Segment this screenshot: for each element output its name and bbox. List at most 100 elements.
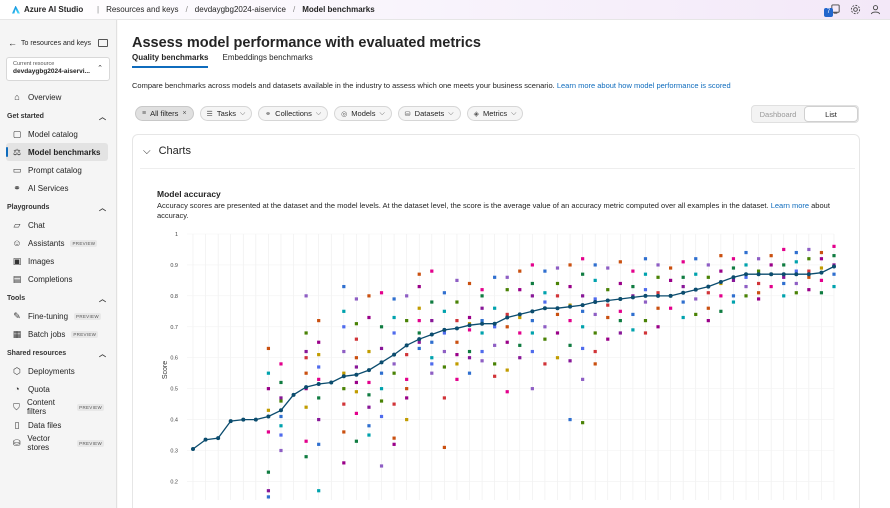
scatter-point[interactable]: [656, 291, 660, 295]
scatter-point[interactable]: [568, 417, 572, 422]
scatter-point[interactable]: [568, 343, 572, 347]
scatter-point[interactable]: [555, 331, 560, 335]
sidebar-item-deployments[interactable]: ⬡ Deployments: [0, 362, 110, 380]
scatter-point[interactable]: [794, 260, 798, 264]
scatter-point[interactable]: [593, 362, 597, 366]
average-line-point[interactable]: [580, 303, 585, 308]
scatter-point[interactable]: [392, 442, 396, 446]
average-line-point[interactable]: [769, 272, 774, 277]
scatter-point[interactable]: [530, 349, 534, 354]
scatter-point[interactable]: [367, 294, 371, 298]
scatter-point[interactable]: [493, 325, 497, 329]
scatter-point[interactable]: [568, 359, 572, 363]
scatter-point[interactable]: [669, 266, 673, 270]
scatter-point[interactable]: [467, 349, 472, 354]
scatter-point[interactable]: [405, 294, 409, 298]
scatter-point[interactable]: [379, 291, 384, 295]
scatter-point[interactable]: [379, 464, 384, 468]
scatter-point[interactable]: [442, 445, 446, 450]
scatter-point[interactable]: [694, 312, 698, 317]
average-line-point[interactable]: [304, 385, 309, 390]
average-line-point[interactable]: [480, 321, 485, 326]
scatter-point[interactable]: [756, 281, 761, 286]
scatter-point[interactable]: [756, 269, 761, 273]
scatter-point[interactable]: [455, 353, 459, 357]
scatter-point[interactable]: [581, 294, 585, 298]
scatter-point[interactable]: [782, 294, 786, 298]
average-line-point[interactable]: [832, 264, 836, 269]
scatter-point[interactable]: [279, 414, 283, 419]
scatter-point[interactable]: [467, 328, 472, 332]
scatter-point[interactable]: [593, 312, 597, 317]
scatter-point[interactable]: [681, 300, 685, 304]
scatter-point[interactable]: [354, 411, 358, 415]
scatter-point[interactable]: [467, 356, 472, 360]
sidebar-item-batch-jobs[interactable]: ▦ Batch jobs PREVIEW: [0, 325, 110, 343]
scatter-point[interactable]: [304, 356, 308, 360]
sidebar-item-fine-tuning[interactable]: ✎ Fine-tuning PREVIEW: [0, 307, 110, 325]
section-shared-resources[interactable]: Shared resources ︿: [0, 345, 116, 362]
average-line-point[interactable]: [555, 306, 560, 311]
scatter-point[interactable]: [379, 325, 384, 329]
average-line-point[interactable]: [492, 321, 497, 326]
average-line-point[interactable]: [454, 326, 459, 331]
scatter-point[interactable]: [731, 257, 736, 261]
scatter-point[interactable]: [342, 309, 346, 313]
sidebar-item-overview[interactable]: ⌂ Overview: [0, 88, 110, 106]
settings-button[interactable]: [849, 3, 862, 16]
scatter-point[interactable]: [530, 281, 534, 286]
scatter-point[interactable]: [719, 269, 723, 273]
scatter-point[interactable]: [731, 300, 736, 304]
scatter-point[interactable]: [731, 266, 736, 270]
average-line-point[interactable]: [668, 293, 673, 298]
scatter-point[interactable]: [367, 393, 371, 397]
scatter-point[interactable]: [480, 359, 484, 363]
average-line-point[interactable]: [819, 270, 824, 275]
scatter-point[interactable]: [342, 430, 346, 434]
scatter-point[interactable]: [342, 387, 346, 391]
datasets-filter[interactable]: ⛁ Datasets ⌵: [397, 106, 461, 121]
average-line-point[interactable]: [794, 272, 799, 277]
scatter-point[interactable]: [543, 269, 547, 273]
scatter-point[interactable]: [379, 399, 384, 403]
scatter-point[interactable]: [279, 448, 283, 453]
scatter-point[interactable]: [832, 272, 836, 276]
scatter-point[interactable]: [606, 303, 610, 307]
scatter-point[interactable]: [744, 250, 748, 255]
scatter-point[interactable]: [744, 275, 748, 279]
scatter-point[interactable]: [317, 377, 321, 381]
scatter-point[interactable]: [593, 278, 597, 282]
scatter-point[interactable]: [417, 284, 421, 289]
scatter-point[interactable]: [480, 294, 484, 298]
scatter-point[interactable]: [467, 371, 472, 375]
scatter-point[interactable]: [694, 272, 698, 276]
sidebar-item-model-catalog[interactable]: ▢ Model catalog: [0, 125, 110, 143]
scatter-point[interactable]: [392, 402, 396, 406]
tab-quality-benchmarks[interactable]: Quality benchmarks: [132, 53, 209, 68]
scatter-point[interactable]: [706, 291, 710, 295]
collections-filter[interactable]: ⚭ Collections ⌵: [258, 106, 329, 121]
scatter-point[interactable]: [568, 284, 572, 289]
scatter-point[interactable]: [543, 362, 547, 366]
average-line-point[interactable]: [656, 293, 661, 298]
scatter-point[interactable]: [643, 331, 648, 335]
scatter-point[interactable]: [669, 306, 673, 310]
scatter-point[interactable]: [392, 362, 396, 366]
list-view-button[interactable]: List: [804, 106, 858, 122]
scatter-point[interactable]: [379, 387, 384, 391]
scatter-point[interactable]: [505, 275, 509, 279]
scatter-point[interactable]: [279, 399, 283, 403]
scatter-point[interactable]: [807, 247, 811, 252]
scatter-point[interactable]: [555, 281, 560, 286]
scatter-point[interactable]: [317, 442, 321, 446]
scatter-point[interactable]: [455, 377, 459, 381]
scatter-point[interactable]: [342, 284, 346, 289]
average-line-point[interactable]: [744, 272, 749, 277]
average-line-point[interactable]: [517, 312, 522, 317]
average-line-point[interactable]: [228, 419, 233, 424]
scatter-point[interactable]: [342, 325, 346, 329]
scatter-point[interactable]: [417, 306, 421, 310]
scatter-point[interactable]: [317, 417, 321, 422]
scatter-point[interactable]: [581, 309, 585, 313]
section-tools[interactable]: Tools ︿: [0, 290, 116, 307]
